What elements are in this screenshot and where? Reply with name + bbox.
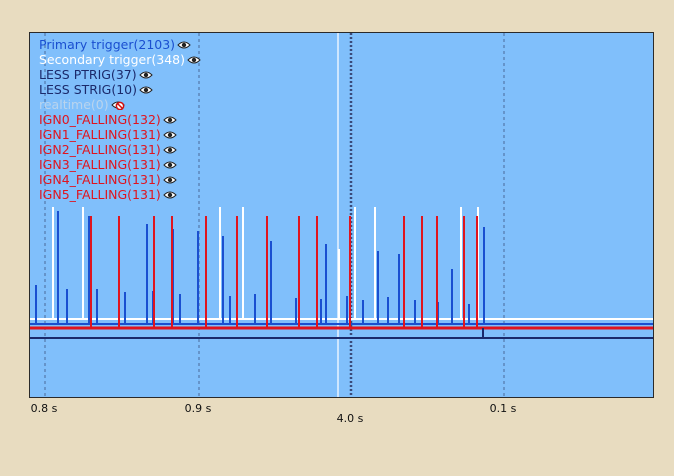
eye-icon[interactable] <box>163 145 177 155</box>
legend-label: IGN4_FALLING(131) <box>39 172 161 187</box>
legend-label: LESS PTRIG(37) <box>39 67 137 82</box>
eye-icon[interactable] <box>163 130 177 140</box>
eye-icon[interactable] <box>163 175 177 185</box>
legend-item[interactable]: realtime(0) <box>39 97 201 112</box>
eye-icon[interactable] <box>187 55 201 65</box>
eye-icon[interactable] <box>177 40 191 50</box>
eye-icon[interactable] <box>163 115 177 125</box>
timeline-plot[interactable]: Primary trigger(2103) Secondary trigger(3… <box>29 32 654 398</box>
legend-item[interactable]: IGN1_FALLING(131) <box>39 127 201 142</box>
legend-item[interactable]: IGN3_FALLING(131) <box>39 157 201 172</box>
time-tick-label: 0.9 s <box>184 402 212 415</box>
eye-icon[interactable] <box>163 160 177 170</box>
legend-item[interactable]: IGN2_FALLING(131) <box>39 142 201 157</box>
legend-label: LESS STRIG(10) <box>39 82 137 97</box>
legend-label: IGN0_FALLING(132) <box>39 112 161 127</box>
time-tick-label: 0.8 s <box>30 402 58 415</box>
legend: Primary trigger(2103) Secondary trigger(3… <box>39 37 201 202</box>
legend-label: IGN2_FALLING(131) <box>39 142 161 157</box>
legend-label: IGN3_FALLING(131) <box>39 157 161 172</box>
legend-label: IGN5_FALLING(131) <box>39 187 161 202</box>
eye-icon[interactable] <box>138 70 153 80</box>
eye-icon[interactable] <box>139 85 153 95</box>
legend-label: Secondary trigger(348) <box>39 52 185 67</box>
legend-item[interactable]: IGN0_FALLING(132) <box>39 112 201 127</box>
legend-label: realtime(0) <box>39 97 109 112</box>
legend-item[interactable]: LESS PTRIG(37) <box>39 67 201 82</box>
legend-item[interactable]: IGN4_FALLING(131) <box>39 172 201 187</box>
legend-item[interactable]: LESS STRIG(10) <box>39 82 201 97</box>
legend-item[interactable]: Secondary trigger(348) <box>39 52 201 67</box>
signal-canvas[interactable] <box>30 33 654 398</box>
legend-item[interactable]: Primary trigger(2103) <box>39 37 201 52</box>
legend-label: Primary trigger(2103) <box>39 37 176 52</box>
eye-icon[interactable] <box>163 190 177 200</box>
eye-hidden-icon[interactable] <box>110 100 125 110</box>
legend-item[interactable]: IGN5_FALLING(131) <box>39 187 201 202</box>
time-tick-label: 0.1 s <box>489 402 517 415</box>
cursor-time-label: 4.0 s <box>336 412 364 425</box>
legend-label: IGN1_FALLING(131) <box>39 127 161 142</box>
